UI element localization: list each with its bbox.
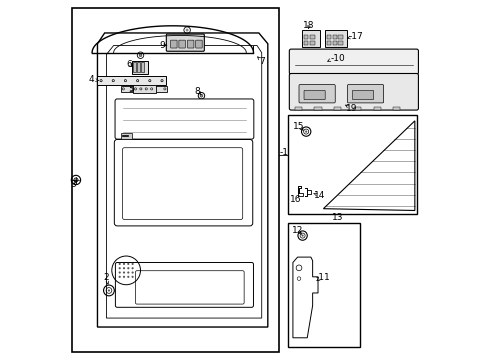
Circle shape — [131, 263, 133, 265]
Text: 7: 7 — [259, 57, 264, 66]
FancyBboxPatch shape — [301, 30, 319, 47]
FancyBboxPatch shape — [309, 41, 314, 45]
Text: 9: 9 — [160, 41, 165, 50]
Text: 3: 3 — [70, 180, 76, 189]
Text: 18: 18 — [303, 21, 314, 30]
FancyBboxPatch shape — [121, 134, 131, 139]
Text: -10: -10 — [330, 54, 345, 63]
Circle shape — [122, 271, 125, 274]
FancyBboxPatch shape — [122, 148, 242, 220]
FancyBboxPatch shape — [392, 107, 400, 110]
Circle shape — [122, 276, 125, 278]
FancyBboxPatch shape — [121, 86, 167, 92]
FancyBboxPatch shape — [325, 30, 346, 47]
FancyBboxPatch shape — [287, 116, 416, 214]
Text: 13: 13 — [331, 213, 343, 222]
FancyBboxPatch shape — [314, 107, 321, 110]
Circle shape — [127, 276, 129, 278]
Circle shape — [119, 276, 121, 278]
Text: 14: 14 — [313, 190, 325, 199]
FancyBboxPatch shape — [352, 90, 373, 100]
FancyBboxPatch shape — [132, 62, 136, 72]
FancyBboxPatch shape — [309, 35, 314, 40]
FancyBboxPatch shape — [187, 40, 194, 48]
Text: 5: 5 — [128, 85, 134, 94]
Text: 16: 16 — [289, 194, 301, 203]
FancyBboxPatch shape — [326, 36, 330, 40]
Circle shape — [127, 271, 129, 274]
FancyBboxPatch shape — [298, 85, 335, 103]
Circle shape — [131, 276, 133, 278]
Circle shape — [119, 267, 121, 269]
Circle shape — [200, 94, 203, 97]
FancyBboxPatch shape — [195, 40, 202, 48]
Circle shape — [131, 267, 133, 269]
FancyBboxPatch shape — [346, 85, 383, 103]
FancyBboxPatch shape — [166, 34, 204, 51]
FancyBboxPatch shape — [287, 223, 359, 347]
FancyBboxPatch shape — [333, 107, 341, 110]
Circle shape — [127, 267, 129, 269]
FancyBboxPatch shape — [131, 60, 147, 74]
FancyBboxPatch shape — [72, 8, 278, 352]
Text: 19: 19 — [346, 104, 357, 113]
FancyBboxPatch shape — [332, 41, 336, 45]
FancyBboxPatch shape — [338, 41, 342, 45]
FancyBboxPatch shape — [135, 271, 244, 304]
FancyBboxPatch shape — [303, 41, 308, 45]
Circle shape — [74, 178, 78, 182]
Text: -11: -11 — [315, 273, 330, 282]
FancyBboxPatch shape — [289, 73, 418, 110]
FancyBboxPatch shape — [289, 49, 418, 74]
FancyBboxPatch shape — [326, 41, 330, 45]
FancyBboxPatch shape — [294, 107, 301, 110]
Circle shape — [108, 289, 110, 292]
FancyBboxPatch shape — [141, 62, 144, 72]
Circle shape — [305, 131, 306, 133]
FancyBboxPatch shape — [115, 262, 253, 307]
Text: 12: 12 — [291, 226, 303, 235]
FancyBboxPatch shape — [132, 85, 156, 93]
FancyBboxPatch shape — [115, 99, 253, 139]
Text: 15: 15 — [293, 122, 304, 131]
FancyBboxPatch shape — [332, 36, 336, 40]
FancyBboxPatch shape — [303, 35, 308, 40]
Text: 4: 4 — [88, 75, 94, 84]
Circle shape — [127, 263, 129, 265]
Circle shape — [122, 263, 125, 265]
FancyBboxPatch shape — [304, 90, 325, 100]
Text: -1: -1 — [279, 148, 287, 157]
Text: 6: 6 — [126, 60, 132, 69]
Circle shape — [185, 29, 188, 32]
Text: 2: 2 — [102, 273, 108, 282]
Circle shape — [139, 54, 142, 57]
Circle shape — [301, 234, 303, 237]
Circle shape — [119, 263, 121, 265]
FancyBboxPatch shape — [137, 62, 140, 72]
FancyBboxPatch shape — [97, 76, 165, 85]
Circle shape — [119, 271, 121, 274]
FancyBboxPatch shape — [170, 40, 177, 48]
Text: -17: -17 — [347, 32, 362, 41]
FancyBboxPatch shape — [353, 107, 360, 110]
Text: 8: 8 — [194, 86, 200, 95]
FancyBboxPatch shape — [338, 36, 342, 40]
Circle shape — [122, 267, 125, 269]
FancyBboxPatch shape — [373, 107, 380, 110]
FancyBboxPatch shape — [114, 139, 252, 226]
Circle shape — [131, 271, 133, 274]
FancyBboxPatch shape — [179, 40, 185, 48]
